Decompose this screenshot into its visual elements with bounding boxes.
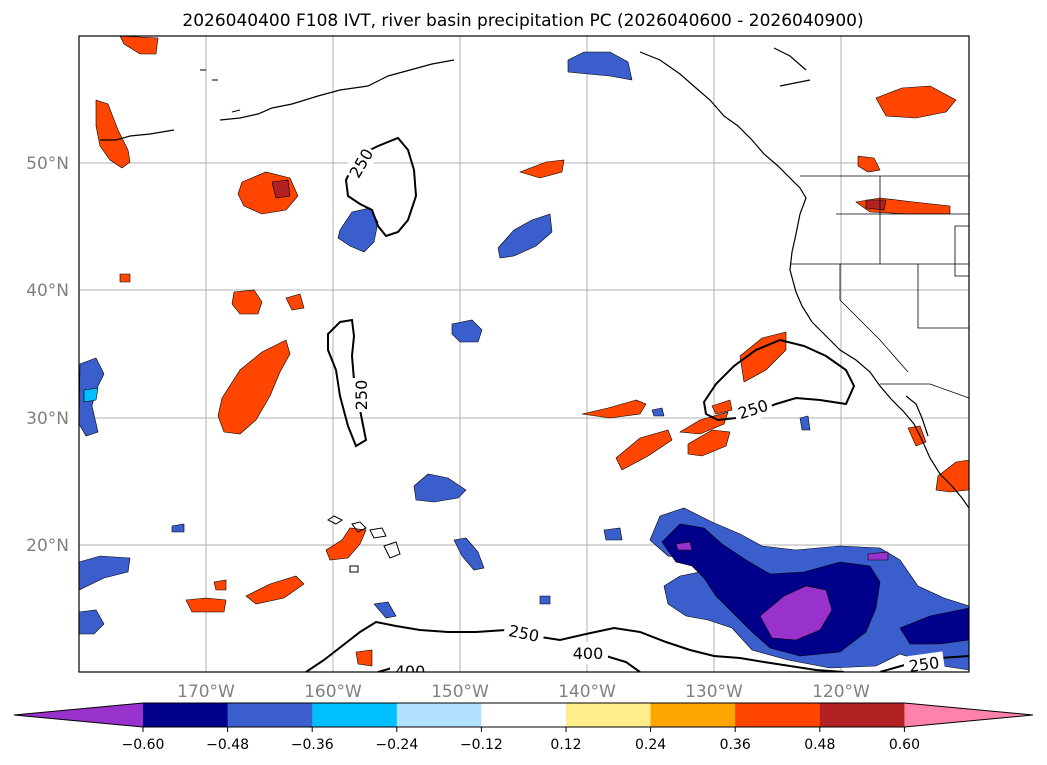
ivt-contours — [305, 136, 969, 672]
colorbar-extend-low — [14, 703, 143, 727]
colorbar-tick-label: −0.12 — [460, 737, 503, 753]
precip-blob — [217, 339, 291, 435]
contour-label: 250 — [908, 653, 941, 676]
precip-blob — [875, 85, 957, 119]
lon-label: 120°W — [812, 682, 870, 702]
colorbar-tick-label: −0.36 — [291, 737, 334, 753]
contour-label: 400 — [395, 662, 426, 681]
precip-blob — [413, 473, 467, 503]
colorbar-segment — [143, 703, 229, 727]
lon-label: 140°W — [558, 682, 616, 702]
colorbar-tick-label: 0.60 — [889, 737, 920, 753]
colorbar-tick-label: 0.24 — [635, 737, 666, 753]
lat-label: 20°N — [26, 536, 69, 556]
precip-blob — [711, 399, 733, 415]
precip-blob — [245, 575, 305, 605]
precip-blob — [213, 579, 227, 591]
contour-label: 400 — [573, 644, 604, 663]
political-borders — [790, 175, 969, 399]
colorbar-segment — [312, 703, 398, 727]
lon-label: 170°W — [177, 682, 235, 702]
precip-blob — [687, 429, 731, 457]
contour-label: 250 — [352, 380, 371, 411]
lat-label: 50°N — [26, 154, 69, 174]
precip-blob — [679, 411, 729, 435]
precip-blob — [603, 527, 623, 541]
coastlines — [100, 47, 969, 509]
colorbar-tick-label: −0.24 — [375, 737, 418, 753]
colorbar-segment — [819, 703, 905, 727]
precip-negative-regions — [79, 51, 969, 671]
precip-blob — [185, 597, 227, 613]
colorbar-segment — [566, 703, 652, 727]
precip-blob — [867, 551, 889, 561]
precip-blob — [285, 293, 305, 311]
colorbar-tick-label: −0.60 — [122, 737, 165, 753]
lon-label: 160°W — [304, 682, 362, 702]
ivt-contour-250 — [305, 620, 845, 672]
colorbar-tick-label: 0.12 — [550, 737, 581, 753]
precip-blob — [857, 155, 881, 173]
precip-blob — [675, 541, 693, 551]
precip-blob — [271, 179, 291, 199]
colorbar-segment — [481, 703, 567, 727]
precip-blob — [83, 387, 99, 403]
precip-blob — [453, 537, 485, 571]
map-frame — [78, 35, 970, 673]
precip-blob — [497, 213, 553, 259]
precip-blob — [451, 319, 483, 343]
precip-blob — [519, 159, 565, 179]
precip-blob — [337, 207, 379, 253]
precip-blob — [79, 555, 131, 591]
precip-positive-regions — [95, 36, 969, 667]
precip-blob — [325, 527, 367, 561]
precip-blob — [539, 595, 551, 605]
precip-blob — [79, 609, 105, 635]
precip-blob — [171, 523, 185, 533]
precip-blob — [119, 273, 131, 283]
precip-blob — [799, 415, 811, 431]
colorbar-segment — [396, 703, 482, 727]
precip-blob — [865, 199, 887, 211]
precip-blob — [231, 289, 263, 315]
colorbar: −0.60 −0.48 −0.36 −0.24 −0.12 0.12 0.24 0.36 0.4… — [13, 702, 1034, 753]
precip-blob — [651, 407, 665, 417]
precip-blob — [615, 429, 673, 471]
lon-label: 130°W — [685, 682, 743, 702]
ivt-contour-250 — [327, 318, 368, 448]
lat-label: 30°N — [26, 409, 69, 429]
lat-label: 40°N — [26, 281, 69, 301]
ivt-contour-400 — [377, 667, 393, 672]
colorbar-segment — [735, 703, 821, 727]
contour-labels: 250 250 250 250 400 400 250 — [342, 142, 946, 681]
precip-blob — [935, 459, 969, 493]
precip-blob — [373, 601, 397, 619]
chart-title: 2026040400 F108 IVT, river basin precipi… — [182, 11, 863, 31]
colorbar-tick-label: 0.48 — [804, 737, 835, 753]
islands — [200, 69, 401, 573]
precip-blob — [355, 649, 373, 667]
precip-blob — [119, 36, 159, 55]
precip-blob — [759, 585, 833, 641]
colorbar-extend-high — [904, 703, 1033, 727]
colorbar-tick-label: 0.36 — [720, 737, 751, 753]
colorbar-segment — [227, 703, 313, 727]
precip-blob — [567, 51, 633, 81]
colorbar-segment — [650, 703, 736, 727]
precip-blob — [899, 607, 969, 645]
colorbar-tick-label: −0.48 — [206, 737, 249, 753]
precip-blob — [739, 331, 787, 383]
lon-label: 150°W — [431, 682, 489, 702]
ivt-contour-250 — [344, 136, 418, 238]
precip-blob — [581, 399, 647, 419]
precip-blob — [95, 99, 131, 169]
ivt-contour-250 — [702, 338, 856, 422]
precip-blob — [661, 523, 881, 657]
